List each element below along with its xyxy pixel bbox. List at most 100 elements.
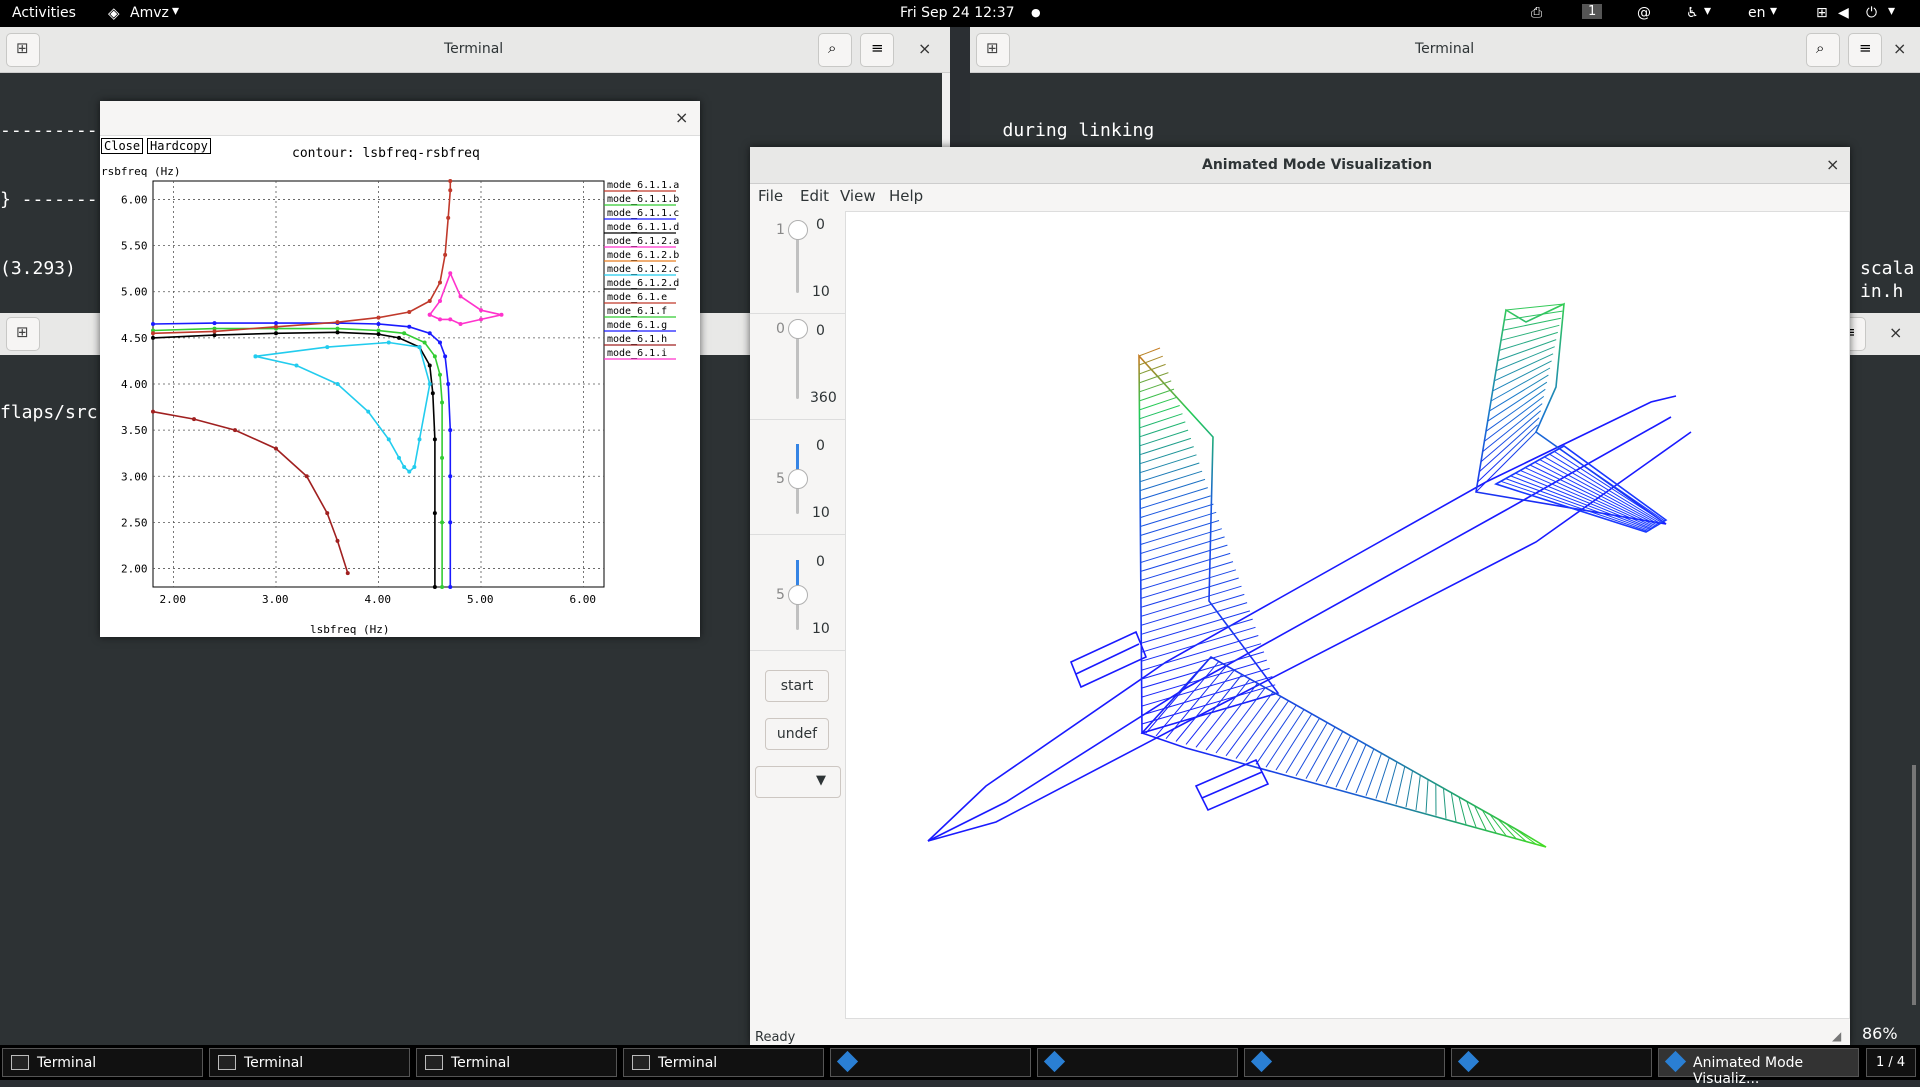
terminal-left-titlebar: ⊞ Terminal ⌕ ≡ × [0,27,950,73]
taskbar-item-terminal[interactable]: Terminal [416,1048,617,1077]
taskbar-item-amvz[interactable] [1244,1048,1445,1077]
chart-title: contour: lsbfreq-rsbfreq [292,146,480,161]
window-title: Terminal [1415,41,1475,57]
y-tick-label: 5.50 [121,240,148,253]
series-point [479,317,483,322]
slider-knob[interactable] [788,585,808,605]
close-icon[interactable]: × [1826,155,1840,174]
series-point [376,322,381,327]
scrollbar[interactable] [1908,355,1920,1045]
search-button[interactable]: ⌕ [818,33,852,67]
series-point [438,317,442,322]
close-icon[interactable]: × [1893,39,1907,58]
hamburger-icon: ≡ [871,39,884,57]
series-point [274,321,278,326]
slider-fill [796,560,799,595]
menu-help[interactable]: Help [889,187,924,205]
slider-knob[interactable] [788,469,808,489]
series-point [151,322,155,327]
slider-max-label: 0 [816,554,825,570]
series-point [386,340,391,345]
y-axis-label: rsbfreq (Hz) [101,165,180,178]
taskbar-item-terminal[interactable]: Terminal [623,1048,824,1077]
taskbar-item-viz-active[interactable]: Animated Mode Visualiz... [1658,1048,1859,1087]
printer-icon[interactable]: ⎙ [1531,5,1543,21]
legend-entry: mode_6.1.1.d [607,222,679,233]
contour-plot: contour: lsbfreq-rsbfreq rsbfreq (Hz) ls… [101,146,679,636]
close-button[interactable]: Close [101,138,144,154]
series-point [325,345,330,350]
series-line-mode_6.1.h [152,410,349,574]
viz-canvas[interactable] [845,211,1850,1019]
series-point [335,326,340,331]
y-tick-label: 3.50 [121,424,148,437]
taskbar-item-terminal[interactable]: Terminal [209,1048,410,1077]
clock[interactable]: Fri Sep 24 12:37 [900,5,1015,21]
taskbar-item-terminal[interactable]: Terminal [2,1048,203,1077]
menu-button[interactable]: ≡ [860,33,894,67]
new-tab-button[interactable]: ⊞ [976,33,1010,67]
window-title: Animated Mode Visualization [1202,157,1433,173]
hardcopy-button[interactable]: Hardcopy [147,138,211,154]
menubar: File Edit View Help [750,183,1850,209]
series-line-mode_6.1.1.a [152,181,452,335]
mode-dropdown[interactable]: ▼ [755,766,841,798]
slider-knob[interactable] [788,220,808,240]
series-point [335,382,340,386]
accessibility-icon[interactable]: ♿ [1686,5,1699,21]
series-point [422,340,427,345]
undef-button[interactable]: undef [765,718,829,750]
start-button[interactable]: start [765,670,829,702]
terminal-line: flaps/src [0,402,98,423]
slider-max-label: 0 [816,217,825,233]
series-point [212,333,217,338]
legend-entry: mode_6.1.e [607,292,667,303]
close-icon[interactable]: × [918,39,932,58]
series-point [397,455,401,460]
workspace-pager[interactable]: 1 / 4 [1866,1048,1916,1077]
language-indicator[interactable]: en [1748,5,1766,21]
y-tick-label: 5.00 [121,286,148,299]
legend-entry: mode_6.1.g [607,320,667,331]
resize-grip-icon[interactable]: ◢ [1832,1029,1842,1043]
series-point [376,332,381,337]
taskbar-item-amvz[interactable] [1037,1048,1238,1077]
new-tab-button[interactable]: ⊞ [6,317,40,351]
legend-entry: mode_6.1.h [607,334,667,345]
workspace-indicator[interactable]: 1 [1582,4,1603,19]
network-icon[interactable]: ⊞ [1816,5,1828,21]
series-point [432,511,437,516]
power-icon[interactable]: ⏻ [1866,5,1878,21]
chevron-down-icon: ▼ [816,773,826,788]
search-button[interactable]: ⌕ [1806,33,1840,67]
taskbar-item-amvz[interactable] [1451,1048,1652,1077]
at-indicator[interactable]: @ [1637,5,1651,21]
menu-view[interactable]: View [840,187,876,205]
volume-icon[interactable]: ◀ [1838,5,1849,21]
series-point [366,409,371,414]
series-point [448,317,453,322]
menu-file[interactable]: File [758,187,784,205]
new-tab-button[interactable]: ⊞ [6,33,40,67]
slider-max-label: 0 [816,438,825,454]
chevron-down-icon: ▾ [1770,3,1778,19]
x-tick-label: 6.00 [570,593,597,606]
series-point [407,324,412,329]
app-menu[interactable]: Amvz [130,5,169,21]
fuselage-line [927,416,1672,842]
menu-button[interactable]: ≡ [1848,33,1882,67]
close-icon[interactable]: × [675,108,689,127]
terminal-line: (3.293) [0,258,76,279]
app-menu-icon: ◈ [108,4,120,22]
fuselage-line [927,395,1677,842]
activities-button[interactable]: Activities [12,5,76,21]
slider-min-label: 10 [812,621,830,637]
series-point [412,465,417,470]
menu-edit[interactable]: Edit [800,187,830,205]
new-tab-icon: ⊞ [16,323,29,341]
taskbar-item-amvz[interactable] [830,1048,1031,1077]
series-point [427,382,432,386]
close-icon[interactable]: × [1889,323,1903,342]
slider-track[interactable] [796,329,799,399]
slider-knob[interactable] [788,319,808,339]
